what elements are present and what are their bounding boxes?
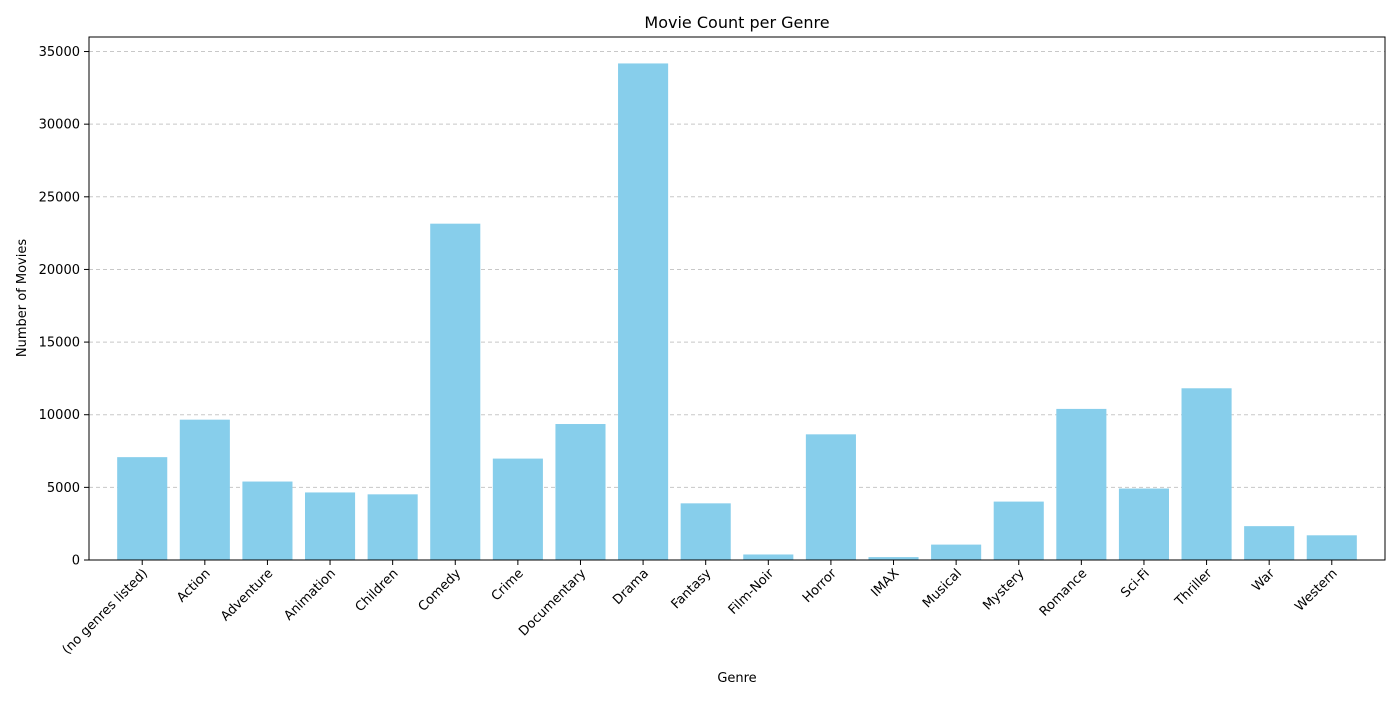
y-tick-label: 10000 (39, 408, 80, 423)
bar-action (179, 419, 230, 560)
x-axis-label: Genre (717, 671, 756, 686)
y-tick-label: 15000 (39, 336, 80, 351)
x-tick-label: Sci-Fi (1118, 566, 1153, 601)
x-tick-label: Action (174, 566, 213, 605)
x-tick-label: Film-Noir (726, 566, 778, 618)
tick-labels: 0 5000 10000 15000 20000 25000 30000 35000 (no g… (39, 45, 1341, 658)
x-tick-label: Adventure (218, 566, 276, 624)
x-tick-label: Musical (920, 566, 965, 611)
x-tick-label: Animation (281, 566, 338, 623)
bar-documentary (555, 424, 606, 560)
bar-drama (618, 63, 669, 561)
bars (117, 63, 1357, 561)
chart-title: Movie Count per Genre (644, 13, 829, 32)
x-tick-label: Drama (610, 566, 652, 608)
plot-frame (88, 36, 1386, 561)
x-tick-label: Comedy (416, 566, 465, 615)
bar-animation (305, 492, 356, 560)
y-axis-label: Number of Movies (15, 239, 30, 357)
x-tick-label: Horror (800, 566, 840, 606)
x-tick-label: War (1249, 566, 1278, 595)
x-tick-label: IMAX (869, 566, 903, 600)
x-tick-label: Fantasy (669, 566, 715, 612)
bar-romance (1056, 408, 1107, 560)
x-tick-label: Children (353, 566, 402, 615)
y-tick-label: 30000 (39, 118, 80, 133)
bar-comedy (430, 223, 481, 560)
bar-thriller (1181, 388, 1232, 560)
bar-imax (868, 557, 919, 560)
x-tick-label: Crime (489, 566, 527, 604)
y-tick-label: 35000 (39, 45, 80, 60)
y-tick-label: 25000 (39, 190, 80, 205)
x-tick-label: Romance (1037, 566, 1090, 619)
x-tick-label: Thriller (1172, 566, 1216, 610)
x-tick-label: Western (1292, 566, 1340, 614)
y-tick-label: 5000 (47, 481, 80, 496)
bar-children (367, 494, 418, 560)
bar-crime (492, 458, 543, 560)
axes (84, 36, 1386, 565)
bar-musical (931, 544, 982, 560)
bar-fantasy (680, 503, 731, 560)
bar-war (1244, 526, 1295, 560)
gridlines (89, 51, 1385, 488)
x-tick-label: Documentary (516, 566, 589, 639)
bar-sci-fi (1118, 488, 1169, 560)
x-tick-label: (no genres listed) (60, 566, 151, 657)
y-tick-label: 20000 (39, 263, 80, 278)
x-tick-label: Mystery (980, 566, 1027, 613)
bar-no-genres-listed (117, 457, 168, 560)
bar-mystery (993, 501, 1044, 560)
bar-film-noir (743, 554, 794, 560)
bar-western (1306, 535, 1357, 560)
y-tick-label: 0 (72, 554, 80, 569)
bar-adventure (242, 481, 293, 560)
bar-horror (805, 434, 856, 560)
